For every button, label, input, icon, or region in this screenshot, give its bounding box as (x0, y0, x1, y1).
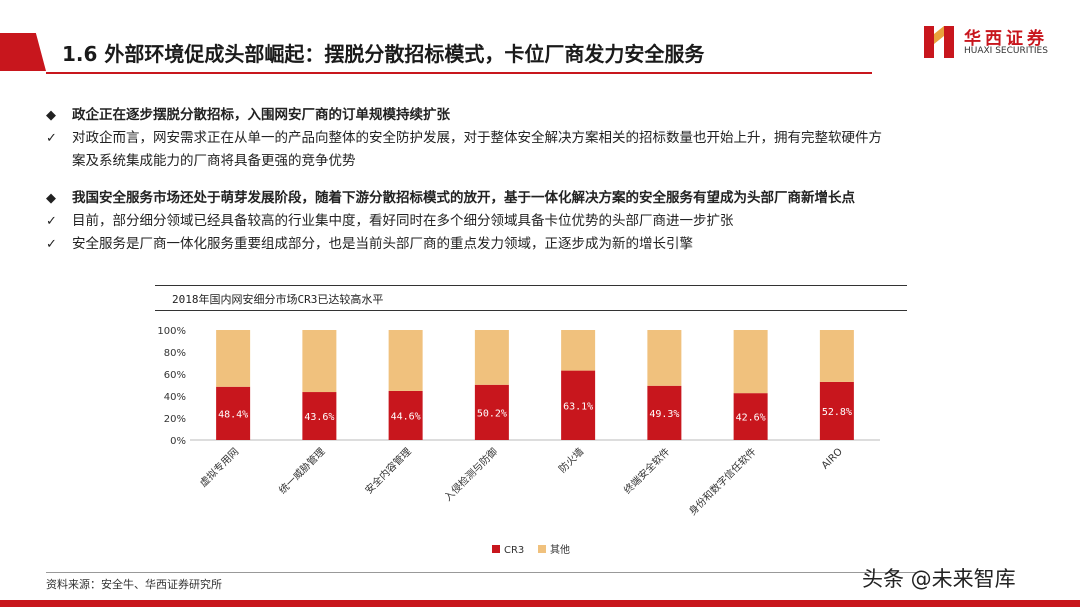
data-label: 48.4% (218, 409, 248, 420)
diamond-bullet-icon: ◆ (46, 108, 56, 123)
x-tick-label: AIRO (820, 446, 845, 471)
data-label: 63.1% (563, 401, 593, 412)
diamond-bullet-icon: ◆ (46, 191, 56, 206)
bullet-heading-2: ◆ 我国安全服务市场还处于萌芽发展阶段，随着下游分散招标模式的放开，基于一体化解… (46, 187, 1026, 210)
chart-title-rule (155, 310, 907, 311)
check-icon: ✓ (46, 237, 57, 252)
logo-english-name: HUAXI SECURITIES (964, 46, 1048, 56)
y-tick-label: 60% (164, 370, 186, 381)
x-tick-label: 入侵检测与防御 (441, 445, 500, 504)
y-tick-label: 80% (164, 348, 186, 359)
bar-other (561, 330, 596, 371)
source-divider (46, 572, 916, 573)
data-label: 42.6% (736, 413, 766, 424)
stacked-bar-chart: 0% 20% 40% 60% 80% 100% 48.4% 虚拟专用网 43.6% 统一威胁管理 4… (157, 326, 880, 556)
source-note: 资料来源：安全牛、华西证券研究所 (46, 578, 222, 591)
bullet-point: ✓ 安全服务是厂商一体化服务重要组成部分，也是当前头部厂商的重点发力领域，正逐步… (46, 233, 1026, 256)
chart-title: 2018年国内网安细分市场CR3已达较高水平 (172, 293, 384, 306)
company-logo: 华西证券 HUAXI SECURITIES (922, 22, 1072, 62)
bar-cr3 (302, 392, 337, 440)
bullet-point: ✓ 对政企而言，网安需求正在从单一的产品向整体的安全防护发展，对于整体安全解决方… (46, 127, 1026, 173)
bar-other (302, 330, 337, 393)
title-accent-bar (0, 33, 46, 71)
x-tick-label: 安全内容管理 (362, 445, 414, 497)
check-icon: ✓ (46, 214, 57, 229)
data-label: 52.8% (822, 407, 852, 418)
data-label: 44.6% (391, 411, 421, 422)
bar-cr3 (474, 384, 509, 440)
y-tick-label: 40% (164, 392, 186, 403)
huaxi-logo-icon (924, 26, 954, 58)
bar-other (647, 330, 682, 386)
legend-swatch-other (538, 545, 546, 553)
data-label: 49.3% (649, 409, 679, 420)
x-tick-label: 统一威胁管理 (276, 445, 328, 497)
title-underline (46, 72, 872, 74)
x-tick-label: 虚拟专用网 (197, 445, 242, 490)
bar-cr3 (819, 381, 854, 440)
bar-other (819, 330, 854, 382)
bar-cr3 (216, 386, 251, 440)
x-tick-label: 防火墙 (556, 445, 586, 475)
chart-top-rule (155, 285, 907, 286)
bar-cr3 (733, 393, 768, 440)
y-tick-label: 0% (170, 436, 186, 447)
y-tick-label: 100% (157, 326, 186, 337)
data-label: 43.6% (304, 412, 334, 423)
bullet-point-text: 对政企而言，网安需求正在从单一的产品向整体的安全防护发展，对于整体安全解决方案相… (72, 127, 882, 173)
bullet-point: ✓ 目前，部分细分领域已经具备较高的行业集中度，看好同时在多个细分领域具备卡位优… (46, 210, 1026, 233)
bullet-heading-1: ◆ 政企正在逐步摆脱分散招标，入围网安厂商的订单规模持续扩张 (46, 104, 1026, 127)
bullet-list: ◆ 政企正在逐步摆脱分散招标，入围网安厂商的订单规模持续扩张 ✓ 对政企而言，网… (46, 104, 1026, 256)
logo-chinese-name: 华西证券 (964, 29, 1048, 49)
y-tick-label: 20% (164, 414, 186, 425)
bar-other (733, 330, 768, 394)
bar-other (388, 330, 423, 391)
watermark: 头条 @未来智库 (862, 567, 1016, 591)
bullet-text-line: 案及系统集成能力的厂商将具备更强的竞争优势 (72, 153, 356, 169)
page-title: 1.6 外部环境促成头部崛起：摆脱分散招标模式，卡位厂商发力安全服务 (62, 42, 705, 66)
legend-label-cr3: CR3 (504, 545, 524, 556)
bar-other (474, 330, 509, 385)
bullet-point-text: 目前，部分细分领域已经具备较高的行业集中度，看好同时在多个细分领域具备卡位优势的… (72, 213, 734, 229)
x-tick-label: 身份和数字信任软件 (686, 445, 759, 518)
bullet-text-line: 对政企而言，网安需求正在从单一的产品向整体的安全防护发展，对于整体安全解决方案相… (72, 130, 882, 146)
bar-cr3 (388, 390, 423, 440)
bullet-point-text: 安全服务是厂商一体化服务重要组成部分，也是当前头部厂商的重点发力领域，正逐步成为… (72, 236, 693, 252)
legend-swatch-cr3 (492, 545, 500, 553)
bullet-heading-2-text: 我国安全服务市场还处于萌芽发展阶段，随着下游分散招标模式的放开，基于一体化解决方… (72, 190, 855, 206)
bar-cr3 (561, 370, 596, 440)
legend-label-other: 其他 (550, 543, 570, 556)
bottom-accent-bar (0, 600, 1080, 607)
bar-cr3 (647, 385, 682, 440)
bar-other (216, 330, 251, 387)
check-icon: ✓ (46, 131, 57, 146)
x-tick-label: 终端安全软件 (621, 445, 673, 497)
bullet-heading-1-text: 政企正在逐步摆脱分散招标，入围网安厂商的订单规模持续扩张 (72, 107, 450, 123)
data-label: 50.2% (477, 408, 507, 419)
